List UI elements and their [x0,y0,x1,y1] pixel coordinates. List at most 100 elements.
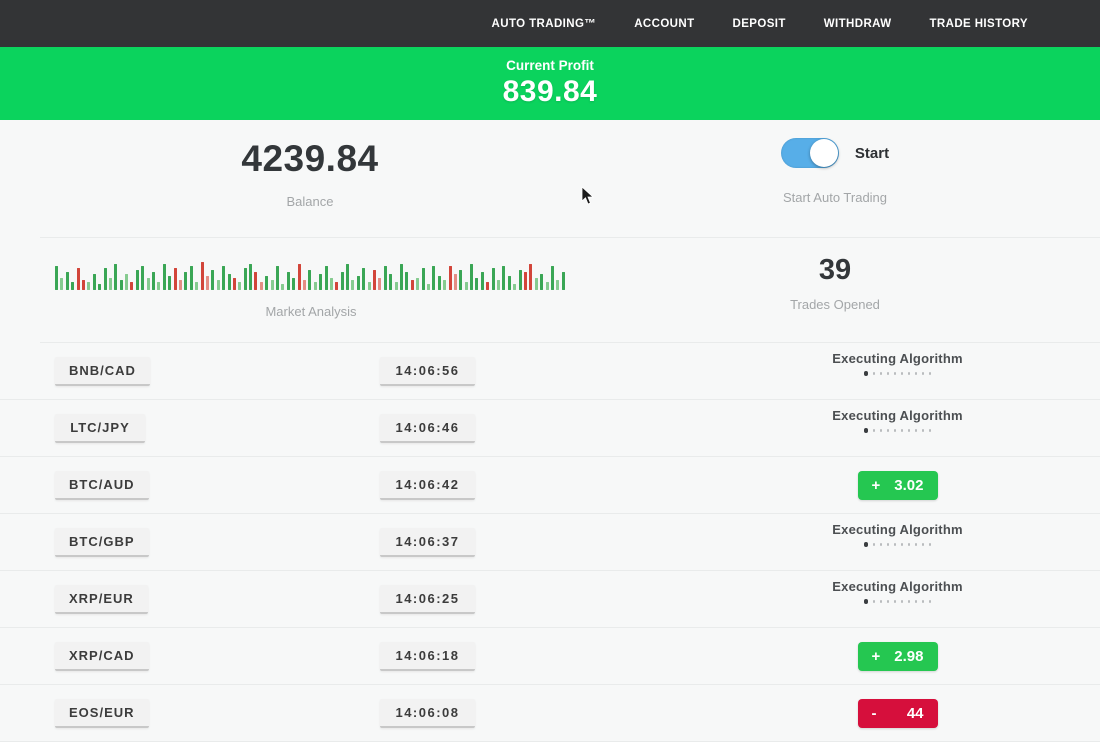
market-stats-section: Market Analysis 39 Trades Opened [0,238,1100,342]
trade-row: BNB/CAD 14:06:56 Executing Algorithm [0,343,1100,400]
trade-rows-list: BNB/CAD 14:06:56 Executing Algorithm LTC/JP… [0,343,1100,742]
auto-trading-toggle[interactable] [780,138,839,168]
top-navbar: AUTO TRADING™ ACCOUNT DEPOSIT WITHDRAW TRADE… [0,0,1100,47]
market-bar [162,264,166,290]
market-bar [254,272,258,290]
market-bar [232,278,236,290]
market-bar [453,274,457,290]
loss-badge: - 44 [857,699,938,728]
market-bar [529,264,533,290]
market-bar [464,282,468,290]
market-bar [362,268,366,290]
market-bar [76,268,80,290]
trade-time-chip: 14:06:08 [380,699,475,728]
market-bar [297,264,301,290]
current-profit-label: Current Profit [506,58,594,73]
trade-status: Executing Algorithm [815,579,980,604]
nav-item-account[interactable]: ACCOUNT [634,17,695,30]
market-bar [459,270,463,290]
trade-status: Executing Algorithm [815,522,980,547]
market-bar [432,266,436,290]
trade-status: Executing Algorithm [815,351,980,376]
market-bar [98,284,102,290]
market-bar [405,272,409,290]
balance-block: 4239.84 Balance [160,138,460,209]
auto-trading-block: Start Start Auto Trading [735,138,935,205]
trade-status: +2.98 [815,636,980,671]
market-bar [216,280,220,290]
market-bar [265,276,269,290]
trade-time-chip: 14:06:37 [380,528,475,557]
trade-row: EOS/EUR 14:06:08 - 44 [0,685,1100,742]
market-bar [426,284,430,290]
trade-pair-chip: BNB/CAD [55,357,150,386]
market-analysis-block: Market Analysis [55,256,567,319]
trade-row: BTC/GBP 14:06:37 Executing Algorithm [0,514,1100,571]
market-bar [561,272,565,290]
current-profit-value: 839.84 [502,75,598,108]
trades-opened-label: Trades Opened [790,297,880,312]
market-bar [513,284,517,290]
market-bar [276,266,280,290]
trade-time-chip: 14:06:42 [380,471,475,500]
trade-time-chip: 14:06:18 [380,642,475,671]
market-bar [205,276,209,290]
trade-time-chip: 14:06:56 [380,357,475,386]
executing-algorithm-label: Executing Algorithm [832,579,963,594]
result-amount: 2.98 [894,648,924,665]
trade-time-chip: 14:06:25 [380,585,475,614]
market-bar [195,282,199,290]
market-bar [383,266,387,290]
market-bar [141,266,145,290]
market-bar [556,280,560,290]
trade-pair-chip: BTC/GBP [55,528,149,557]
market-bar [292,278,296,290]
market-bar [545,282,549,290]
trade-pair-chip: LTC/JPY [55,414,145,443]
market-bar [135,270,139,290]
market-bar [259,282,263,290]
balance-label: Balance [286,194,334,209]
market-bar [125,274,129,290]
market-bar [523,272,527,290]
market-bar [55,266,58,290]
trade-row: BTC/AUD 14:06:42 +3.02 [0,457,1100,514]
current-profit-banner: Current Profit 839.84 [0,47,1100,120]
trades-opened-block: 39 Trades Opened [735,254,935,312]
market-bar [486,282,490,290]
market-bar [308,270,312,290]
market-bar [227,274,231,290]
market-bar [470,264,474,290]
toggle-knob [809,139,838,167]
market-bar [238,282,242,290]
toggle-start-label: Start [854,144,890,162]
executing-progress-dots [815,428,980,433]
trade-status: - 44 [815,693,980,728]
market-bar [475,278,479,290]
profit-badge: +2.98 [857,642,938,671]
market-bar [146,278,150,290]
market-bar [507,276,511,290]
executing-algorithm-label: Executing Algorithm [832,522,963,537]
executing-progress-dots [815,371,980,376]
market-bar [335,282,339,290]
market-bar [378,278,382,290]
market-bar [356,276,360,290]
executing-progress-dots [815,599,980,604]
market-bar [410,280,414,290]
market-bar [189,266,193,290]
market-bar [114,264,118,290]
trade-row: XRP/EUR 14:06:25 Executing Algorithm [0,571,1100,628]
trade-time-chip: 14:06:46 [380,414,475,443]
nav-item-trade-history[interactable]: TRADE HISTORY [929,17,1028,30]
nav-item-deposit[interactable]: DEPOSIT [732,17,786,30]
market-bar [480,272,484,290]
nav-item-auto-trading[interactable]: AUTO TRADING™ [491,17,597,30]
market-bar [497,280,501,290]
nav-item-withdraw[interactable]: WITHDRAW [823,17,892,30]
market-analysis-label: Market Analysis [265,304,357,319]
market-bar [502,266,506,290]
market-bar [534,278,538,290]
market-bar [87,282,91,290]
market-bar [319,274,323,290]
